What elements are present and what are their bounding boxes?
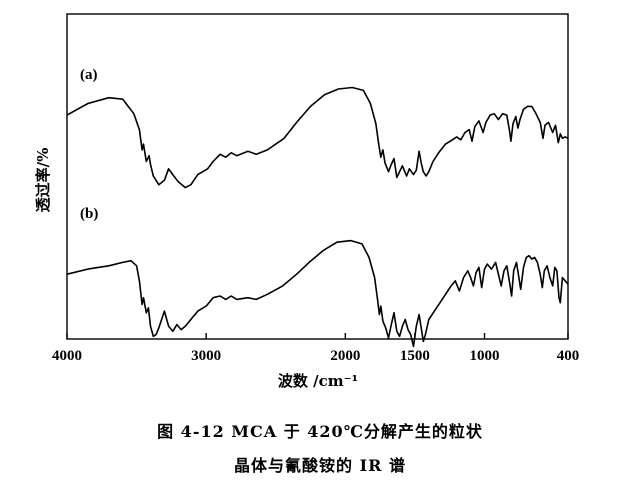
x-tick-label-1500: 1500 — [400, 348, 430, 364]
figure-caption-line2: 晶体与氰酸铵的 IR 谱 — [234, 456, 406, 475]
x-tick-label-2000: 2000 — [330, 348, 360, 364]
series-lines — [66, 86, 569, 348]
series-line-a — [66, 86, 569, 189]
series-b-label: (b) — [80, 206, 98, 222]
figure-caption-line1: 图 4-12 MCA 于 420℃分解产生的粒状 — [157, 422, 483, 441]
x-ticks — [66, 333, 569, 339]
x-tick-label-1000: 1000 — [470, 348, 500, 364]
x-tick-label-400: 400 — [557, 348, 580, 364]
series-a-label: (a) — [80, 67, 98, 83]
y-axis-title: 透过率/% — [34, 148, 52, 213]
x-tick-label-4000: 4000 — [52, 348, 82, 364]
x-tick-labels: 4000 3000 2000 1500 1000 400 — [52, 348, 579, 364]
plot-frame — [66, 13, 569, 340]
x-axis-title: 波数 /cm⁻¹ — [278, 372, 358, 390]
x-tick-label-3000: 3000 — [191, 348, 221, 364]
series-line-b — [66, 239, 569, 348]
